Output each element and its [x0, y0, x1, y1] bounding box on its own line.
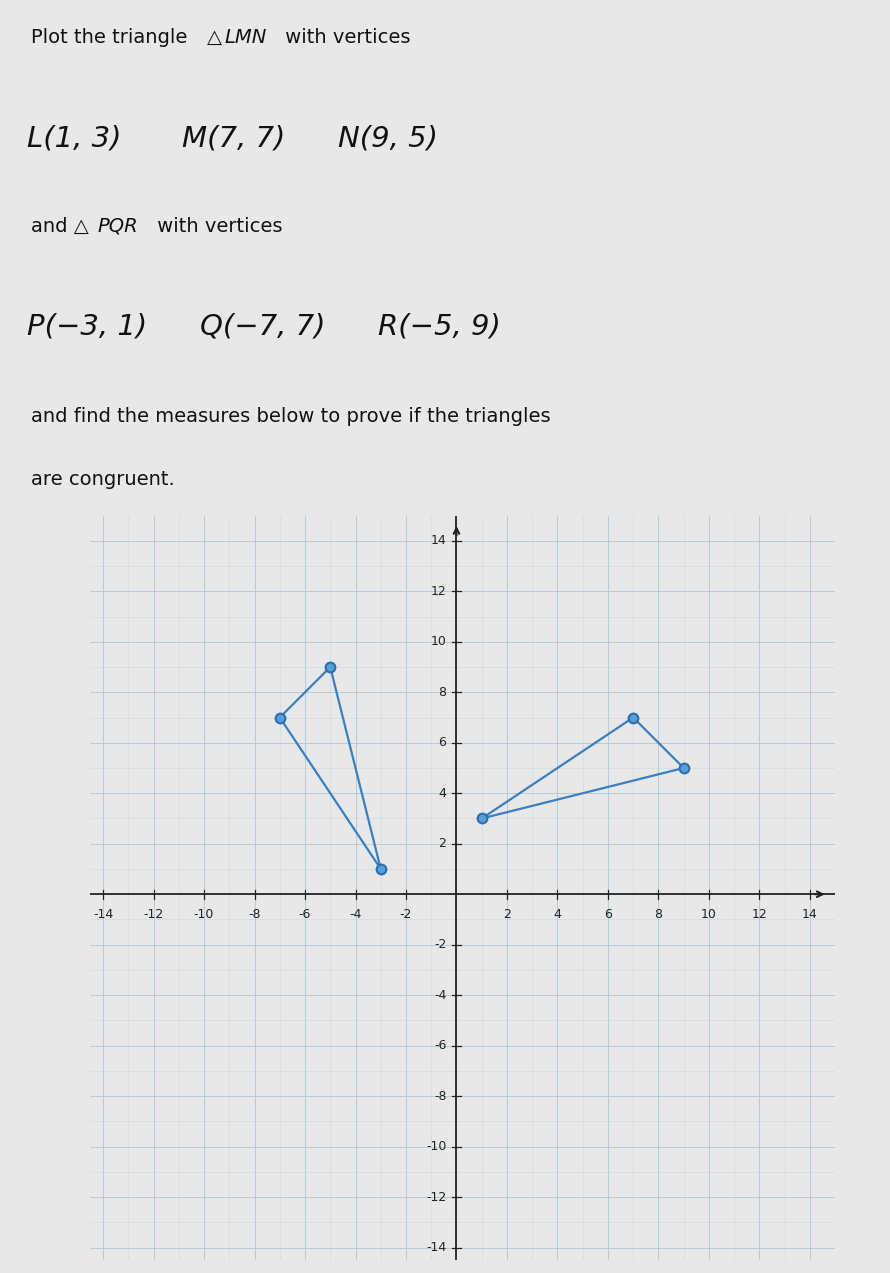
Text: -4: -4	[349, 908, 361, 922]
Text: N(9, 5): N(9, 5)	[338, 125, 438, 153]
Text: -14: -14	[426, 1241, 447, 1254]
Text: 2: 2	[503, 908, 511, 922]
Text: 14: 14	[431, 535, 447, 547]
Text: △: △	[207, 28, 222, 47]
Text: and △: and △	[31, 216, 89, 236]
Text: 2: 2	[439, 838, 447, 850]
Text: M(7, 7): M(7, 7)	[182, 125, 286, 153]
Text: -10: -10	[194, 908, 214, 922]
Text: -12: -12	[143, 908, 164, 922]
Text: -2: -2	[434, 938, 447, 951]
Text: Plot the triangle: Plot the triangle	[31, 28, 194, 47]
Text: PQR: PQR	[98, 216, 139, 236]
Text: 6: 6	[439, 736, 447, 750]
Text: -6: -6	[434, 1039, 447, 1053]
Text: -6: -6	[299, 908, 312, 922]
Text: 4: 4	[554, 908, 562, 922]
Text: -8: -8	[434, 1090, 447, 1102]
Text: LMN: LMN	[224, 28, 267, 47]
Text: are congruent.: are congruent.	[31, 470, 175, 489]
Text: 6: 6	[604, 908, 612, 922]
Text: and find the measures below to prove if the triangles: and find the measures below to prove if …	[31, 407, 551, 425]
Text: L(1, 3): L(1, 3)	[27, 125, 121, 153]
Text: 10: 10	[701, 908, 716, 922]
Text: R(−5, 9): R(−5, 9)	[378, 313, 501, 341]
Text: -4: -4	[434, 989, 447, 1002]
Text: 12: 12	[431, 584, 447, 598]
Text: 10: 10	[431, 635, 447, 648]
Text: with vertices: with vertices	[279, 28, 410, 47]
Text: -8: -8	[248, 908, 261, 922]
Text: 4: 4	[439, 787, 447, 799]
Text: Q(−7, 7): Q(−7, 7)	[200, 313, 326, 341]
Text: -10: -10	[426, 1141, 447, 1153]
Text: -12: -12	[426, 1190, 447, 1204]
Text: P(−3, 1): P(−3, 1)	[27, 313, 147, 341]
Text: 12: 12	[751, 908, 767, 922]
Text: -14: -14	[93, 908, 113, 922]
Text: -2: -2	[400, 908, 412, 922]
Text: 8: 8	[439, 686, 447, 699]
Text: 14: 14	[802, 908, 818, 922]
Text: 8: 8	[654, 908, 662, 922]
Text: with vertices: with vertices	[151, 216, 283, 236]
